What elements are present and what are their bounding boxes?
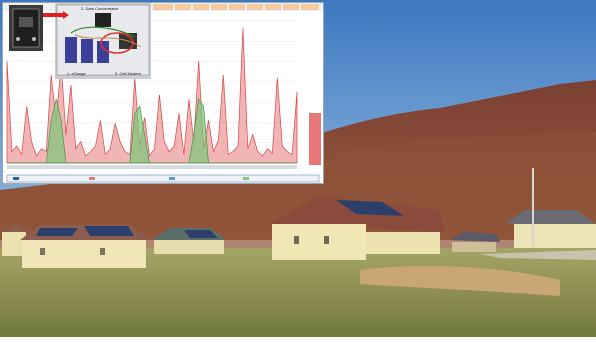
- data-concentrator: [95, 13, 111, 27]
- cable: [70, 26, 136, 38]
- label-cell-modem: 3. Cell Modem: [115, 71, 141, 76]
- side-bar: [309, 113, 321, 165]
- energy-monitoring-inset: 2. Data Concentrator 1. eGauge 3. Cell M…: [2, 2, 324, 184]
- house-solar-2: [152, 228, 226, 254]
- label-egauge: 1. eGauge: [67, 71, 86, 76]
- chart-legend: [6, 174, 320, 183]
- dry-grass-patch: [360, 265, 560, 296]
- circuit-board-photo: [9, 5, 43, 51]
- chart-series: [6, 28, 298, 164]
- red-arrow: [43, 11, 69, 19]
- tree-line: [0, 132, 596, 250]
- house-solar-1: [20, 225, 150, 268]
- device-photo: [55, 3, 151, 79]
- label-data-concentrator: 2. Data Concentrator: [81, 6, 119, 11]
- road: [480, 250, 596, 260]
- energy-chart: [3, 3, 323, 183]
- series-area-1: [6, 28, 298, 164]
- chart-toolbar: [153, 4, 319, 10]
- series-area-2: [7, 98, 297, 164]
- house-small: [450, 232, 500, 252]
- utility-pole: [532, 168, 534, 246]
- house-solar-main: [270, 196, 444, 260]
- house-right: [506, 210, 596, 248]
- egauge-device: [65, 37, 77, 63]
